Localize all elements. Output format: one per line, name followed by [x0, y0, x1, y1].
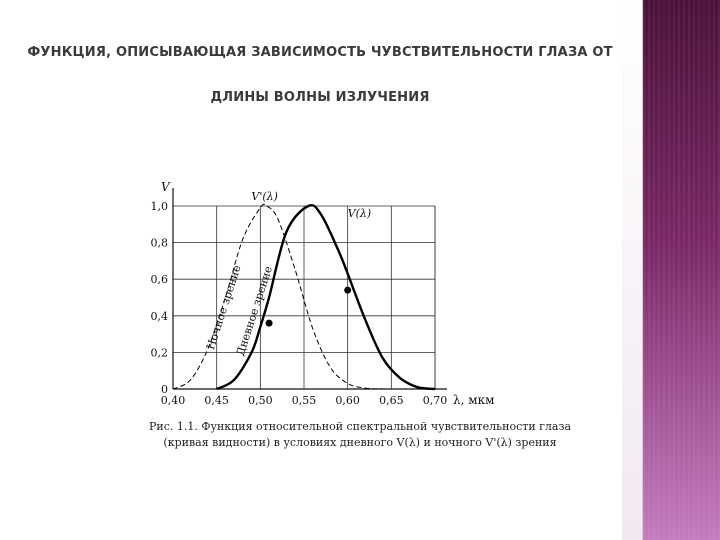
grid-layer: [173, 205, 436, 389]
x-tick-label: 0,40: [161, 394, 186, 407]
day-vision-curve: [216, 204, 436, 391]
y-tick-label: 1,0: [151, 200, 169, 213]
figure-caption-line1: Рис. 1.1. Функция относительной спектрал…: [148, 420, 572, 433]
slide-title-line1: ФУНКЦИЯ, ОПИСЫВАЮЩАЯ ЗАВИСИМОСТЬ ЧУВСТВИ…: [27, 45, 613, 60]
y-tick-label: 0,2: [151, 346, 169, 359]
figure-caption-line2: (кривая видности) в условиях дневного V(…: [163, 436, 557, 449]
y-tick-label: 0,4: [151, 310, 169, 323]
series-label-night: V'(λ): [251, 190, 278, 203]
annotation-night-vision: Ночное зрение: [204, 263, 244, 351]
x-tick-label: 0,60: [335, 394, 360, 407]
label-layer: 0,40 0,45 0,50 0,55 0,60 0,65 0,70 0 0,2 0,4 0,6 0,…: [151, 180, 495, 407]
series-label-day: V(λ): [348, 207, 372, 220]
x-tick-label: 0,65: [379, 394, 404, 407]
series-layer: [172, 203, 436, 391]
x-axis-label: λ, мкм: [453, 393, 494, 407]
night-vision-curve: [172, 203, 383, 390]
curve-marker: [265, 319, 273, 327]
sensitivity-chart: 0,40 0,45 0,50 0,55 0,60 0,65 0,70 0 0,2 0,4 0,6 0,…: [151, 180, 495, 407]
slide-title-line2: ДЛИНЫ ВОЛНЫ ИЗЛУЧЕНИЯ: [210, 90, 430, 105]
x-tick-label: 0,55: [292, 394, 317, 407]
curve-marker: [344, 286, 352, 294]
side-decor-panel: [643, 0, 720, 540]
y-tick-label: 0: [161, 383, 168, 396]
x-tick-label: 0,50: [248, 394, 273, 407]
axis-layer: [172, 188, 447, 390]
y-tick-label: 0,8: [151, 237, 169, 250]
side-strip: [622, 0, 643, 540]
x-tick-label: 0,70: [423, 394, 448, 407]
x-tick-label: 0,45: [204, 394, 229, 407]
y-tick-label: 0,6: [151, 273, 169, 286]
y-axis-label: V: [161, 180, 171, 194]
